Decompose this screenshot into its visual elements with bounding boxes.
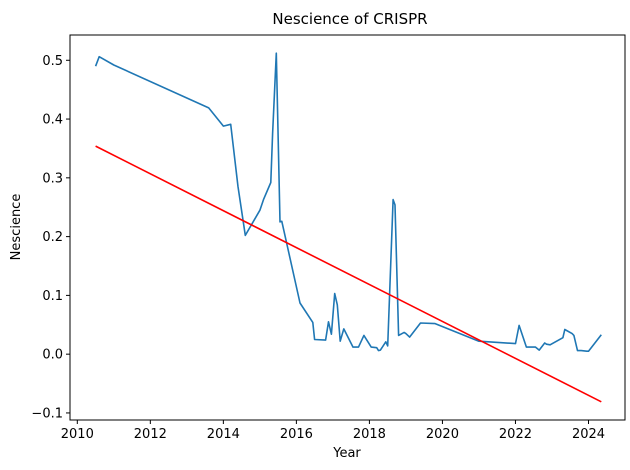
chart-title: Nescience of CRISPR — [272, 10, 427, 28]
x-axis-ticks: 2010 2012 2014 2016 2018 2020 2022 2024 — [61, 420, 605, 442]
y-tick-label: 0.1 — [42, 289, 63, 304]
plot-lines — [94, 52, 602, 403]
y-axis-label: Nescience — [9, 194, 24, 261]
y-tick-label: 0.4 — [42, 113, 63, 128]
y-tick-label: 0.5 — [42, 54, 63, 69]
y-tick-label: 0.0 — [42, 348, 63, 363]
y-tick-label: −0.1 — [31, 406, 63, 421]
y-tick-label: 0.2 — [42, 230, 63, 245]
x-tick-label: 2014 — [207, 427, 240, 442]
x-tick-label: 2022 — [499, 427, 532, 442]
y-tick-label: 0.3 — [42, 171, 63, 186]
trend-line — [95, 145, 602, 403]
plot-frame — [69, 34, 626, 421]
y-axis-ticks: −0.1 0.0 0.1 0.2 0.3 0.4 0.5 — [31, 54, 70, 421]
x-tick-label: 2018 — [353, 427, 386, 442]
x-axis-label: Year — [332, 446, 361, 461]
nescience-series-line — [94, 52, 602, 353]
x-tick-label: 2010 — [61, 427, 94, 442]
x-tick-label: 2012 — [134, 427, 167, 442]
x-tick-label: 2016 — [280, 427, 313, 442]
x-tick-label: 2024 — [572, 427, 605, 442]
x-tick-label: 2020 — [426, 427, 459, 442]
